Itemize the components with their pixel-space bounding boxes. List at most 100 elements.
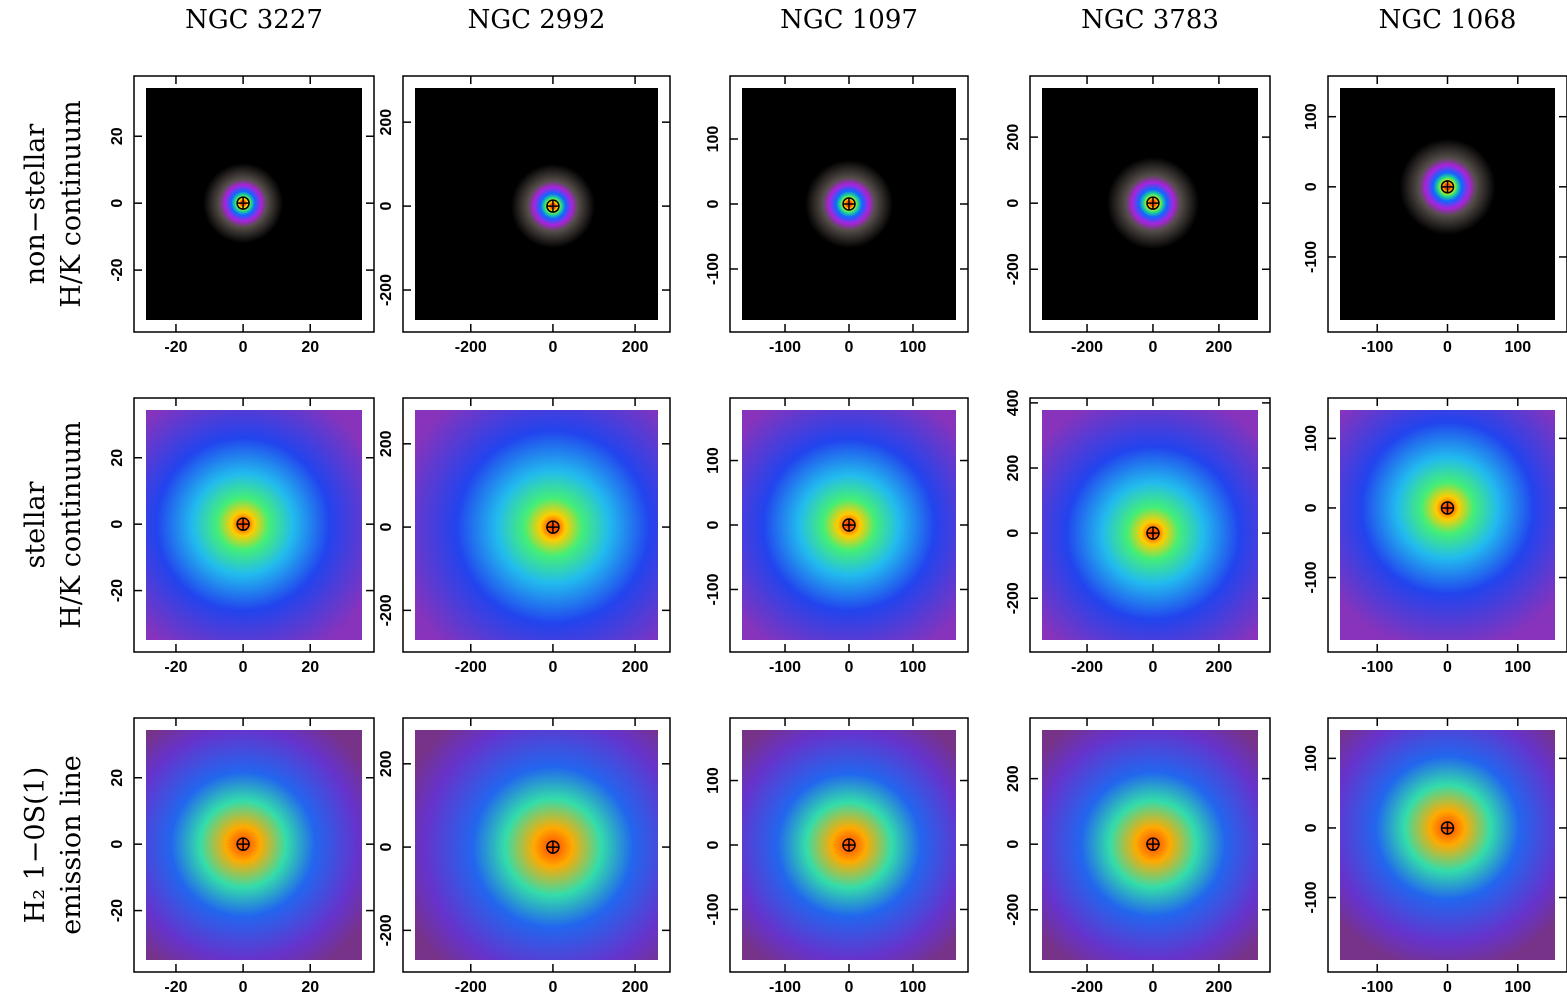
y-tick-label: 100 bbox=[705, 447, 722, 474]
x-tick-label: 0 bbox=[548, 659, 557, 676]
x-tick-label: 0 bbox=[1443, 339, 1452, 356]
map-image bbox=[1042, 730, 1258, 960]
row-label: H₂ 1−0S(1) bbox=[20, 767, 51, 924]
y-tick-label: -100 bbox=[705, 253, 722, 285]
y-tick-label: 200 bbox=[1005, 124, 1022, 151]
x-tick-label: -200 bbox=[1071, 979, 1103, 996]
x-tick-label: 0 bbox=[1149, 339, 1158, 356]
x-tick-label: 100 bbox=[1504, 659, 1531, 676]
map-image bbox=[1042, 88, 1258, 320]
column-title: NGC 3783 bbox=[1081, 5, 1219, 35]
x-tick-label: -100 bbox=[769, 339, 801, 356]
map-image bbox=[146, 730, 362, 960]
row-label: H/K continuum bbox=[56, 100, 87, 307]
y-tick-label: -200 bbox=[1005, 894, 1022, 926]
y-tick-label: 100 bbox=[1303, 425, 1320, 452]
x-tick-label: 100 bbox=[1504, 979, 1531, 996]
x-tick-label: -200 bbox=[455, 659, 487, 676]
x-tick-label: 100 bbox=[900, 339, 927, 356]
x-tick-label: 200 bbox=[1206, 339, 1233, 356]
x-tick-label: 200 bbox=[622, 339, 649, 356]
x-tick-label: -200 bbox=[1071, 339, 1103, 356]
y-tick-label: 20 bbox=[109, 449, 126, 467]
x-tick-label: 0 bbox=[239, 339, 248, 356]
y-tick-label: 0 bbox=[1005, 840, 1022, 849]
y-tick-label: -20 bbox=[109, 899, 126, 922]
y-tick-label: 100 bbox=[1303, 103, 1320, 130]
x-tick-label: 200 bbox=[1206, 979, 1233, 996]
x-tick-label: 0 bbox=[548, 339, 557, 356]
y-tick-label: 200 bbox=[378, 109, 395, 136]
column-title: NGC 3227 bbox=[185, 5, 323, 35]
x-tick-label: 200 bbox=[622, 659, 649, 676]
y-tick-label: -200 bbox=[378, 914, 395, 946]
y-tick-label: -100 bbox=[1303, 561, 1320, 593]
y-tick-label: -200 bbox=[1005, 582, 1022, 614]
y-tick-label: 100 bbox=[705, 126, 722, 153]
x-tick-label: 20 bbox=[301, 339, 319, 356]
x-tick-label: -200 bbox=[1071, 659, 1103, 676]
x-tick-label: -20 bbox=[164, 659, 187, 676]
x-tick-label: 0 bbox=[1443, 659, 1452, 676]
x-tick-label: -100 bbox=[1361, 339, 1393, 356]
y-tick-label: 0 bbox=[1005, 529, 1022, 538]
y-tick-label: 0 bbox=[378, 843, 395, 852]
y-tick-label: 0 bbox=[109, 199, 126, 208]
y-tick-label: -20 bbox=[109, 258, 126, 281]
x-tick-label: 0 bbox=[1149, 659, 1158, 676]
map-image bbox=[146, 410, 362, 640]
y-tick-label: 200 bbox=[378, 750, 395, 777]
y-tick-label: 100 bbox=[705, 767, 722, 794]
y-tick-label: 0 bbox=[109, 840, 126, 849]
y-tick-label: 0 bbox=[378, 202, 395, 211]
y-tick-label: -100 bbox=[1303, 881, 1320, 913]
y-tick-label: 0 bbox=[1005, 199, 1022, 208]
y-tick-label: 0 bbox=[109, 520, 126, 529]
x-tick-label: 100 bbox=[900, 659, 927, 676]
map-image bbox=[415, 88, 658, 320]
row-label: emission line bbox=[56, 755, 87, 934]
x-tick-label: 0 bbox=[845, 659, 854, 676]
column-title: NGC 1097 bbox=[780, 5, 918, 35]
map-image bbox=[146, 88, 362, 320]
x-tick-label: 0 bbox=[548, 979, 557, 996]
y-tick-label: -20 bbox=[109, 579, 126, 602]
y-tick-label: 0 bbox=[705, 520, 722, 529]
map-image bbox=[1042, 410, 1258, 640]
y-tick-label: 100 bbox=[1303, 745, 1320, 772]
x-tick-label: 100 bbox=[1504, 339, 1531, 356]
map-image bbox=[1340, 730, 1555, 960]
y-tick-label: -200 bbox=[378, 594, 395, 626]
y-tick-label: -200 bbox=[1005, 253, 1022, 285]
y-tick-label: 0 bbox=[705, 840, 722, 849]
y-tick-label: 400 bbox=[1005, 389, 1022, 416]
x-tick-label: 200 bbox=[622, 979, 649, 996]
x-tick-label: 0 bbox=[1149, 979, 1158, 996]
row-label: H/K continuum bbox=[56, 421, 87, 628]
x-tick-label: -200 bbox=[455, 979, 487, 996]
x-tick-label: -200 bbox=[455, 339, 487, 356]
x-tick-label: -20 bbox=[164, 979, 187, 996]
y-tick-label: 0 bbox=[1303, 823, 1320, 832]
x-tick-label: 0 bbox=[1443, 979, 1452, 996]
x-tick-label: 20 bbox=[301, 659, 319, 676]
x-tick-label: 20 bbox=[301, 979, 319, 996]
x-tick-label: 0 bbox=[845, 339, 854, 356]
x-tick-label: -20 bbox=[164, 339, 187, 356]
map-image bbox=[415, 410, 658, 640]
x-tick-label: 200 bbox=[1206, 659, 1233, 676]
column-title: NGC 2992 bbox=[468, 5, 606, 35]
y-tick-label: 0 bbox=[1303, 182, 1320, 191]
map-image bbox=[1340, 410, 1555, 640]
y-tick-label: 20 bbox=[109, 769, 126, 787]
y-tick-label: 0 bbox=[705, 199, 722, 208]
x-tick-label: -100 bbox=[1361, 659, 1393, 676]
y-tick-label: -200 bbox=[378, 274, 395, 306]
y-tick-label: 0 bbox=[1303, 503, 1320, 512]
row-label: non−stellar bbox=[20, 124, 51, 285]
x-tick-label: -100 bbox=[1361, 979, 1393, 996]
y-tick-label: 20 bbox=[109, 127, 126, 145]
x-tick-label: -100 bbox=[769, 979, 801, 996]
y-tick-label: 200 bbox=[1005, 455, 1022, 482]
y-tick-label: -100 bbox=[1303, 241, 1320, 273]
